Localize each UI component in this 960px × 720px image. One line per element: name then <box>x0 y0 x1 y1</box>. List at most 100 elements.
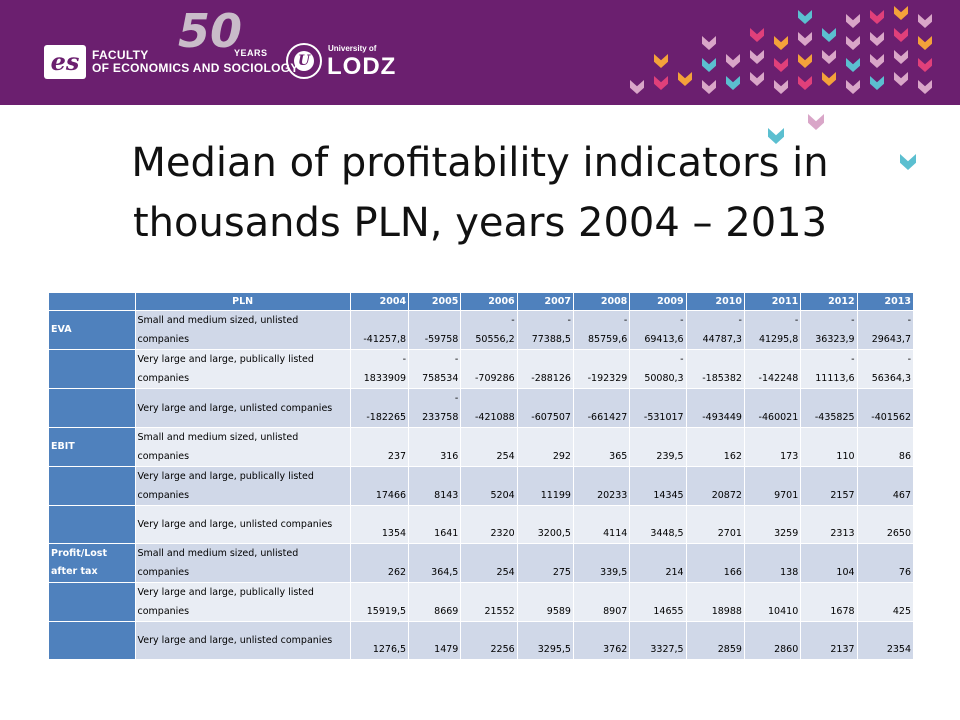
value-cell: 2860 <box>743 621 802 660</box>
value-cell: 9589 <box>516 582 574 622</box>
chevron-shape <box>870 32 884 46</box>
value-cell: 316 <box>408 427 462 467</box>
indicator-group-cell <box>48 466 136 506</box>
chevron-shape <box>894 50 908 64</box>
chevron-decoration-lower <box>768 114 916 170</box>
chevron-shape <box>846 36 860 50</box>
value-cell: 2256 <box>460 621 518 660</box>
chevron-shape <box>822 28 836 42</box>
company-category-cell: Small and medium sized, unlisted compani… <box>134 543 351 583</box>
header-cell: PLN <box>134 292 351 311</box>
value-cell: 2701 <box>685 505 745 544</box>
value-cell: 21552 <box>460 582 518 622</box>
value-cell: 2320 <box>460 505 518 544</box>
company-category-cell: Very large and large, unlisted companies <box>134 388 351 428</box>
value-cell: 5204 <box>460 466 518 506</box>
header-cell: 2006 <box>460 292 518 311</box>
header-cell: 2008 <box>572 292 631 311</box>
table-row: Very large and large, publically listed … <box>48 466 915 506</box>
value-cell: 1641 <box>408 505 462 544</box>
chevron-shape <box>846 80 860 94</box>
university-seal-mark: U <box>294 51 314 71</box>
chevron-shape <box>822 72 836 86</box>
chevron-shape <box>870 54 884 68</box>
chevron-shape <box>808 114 824 130</box>
chevron-shape <box>654 54 668 68</box>
table-row: Very large and large, unlisted companies… <box>48 505 915 544</box>
value-cell: 18988 <box>685 582 745 622</box>
value-cell: 1276,5 <box>349 621 410 660</box>
chevron-shape <box>798 76 812 90</box>
value-cell: 3259 <box>743 505 802 544</box>
value-cell: -192329 <box>572 349 631 389</box>
indicator-group-cell: Profit/Lost after tax <box>48 543 136 583</box>
value-cell: -709286 <box>460 349 518 389</box>
table-row: EBIT Small and medium sized, unlisted com… <box>48 427 915 467</box>
value-cell: - 36323,9 <box>800 310 858 350</box>
value-cell: 365 <box>572 427 631 467</box>
value-cell: 3448,5 <box>629 505 687 544</box>
slide-title-line2: thousands PLN, years 2004 – 2013 <box>132 200 828 246</box>
table-row: Profit/Lost after tax Small and medium si… <box>48 543 915 583</box>
value-cell: -435825 <box>800 388 858 428</box>
indicator-group-cell <box>48 621 136 660</box>
value-cell: -460021 <box>743 388 802 428</box>
profitability-table: PLN 2004 2005 2006 2007 2008 2009 2010 2011 2012 2… <box>48 292 915 660</box>
chevron-shape <box>894 6 908 20</box>
indicator-group-cell: EVA <box>48 310 136 350</box>
value-cell: 3762 <box>572 621 631 660</box>
value-cell: 11199 <box>516 466 574 506</box>
value-cell: 8907 <box>572 582 631 622</box>
value-cell: 254 <box>460 427 518 467</box>
value-cell: 8143 <box>408 466 462 506</box>
value-cell: - 758534 <box>408 349 462 389</box>
chevron-shape <box>726 54 740 68</box>
chevron-shape <box>900 154 916 170</box>
value-cell: 2859 <box>685 621 745 660</box>
chevron-shape <box>726 76 740 90</box>
value-cell: 339,5 <box>572 543 631 583</box>
value-cell: 104 <box>800 543 858 583</box>
header-cell: 2011 <box>743 292 802 311</box>
value-cell: 110 <box>800 427 858 467</box>
chevron-shape <box>822 50 836 64</box>
company-category-cell: Very large and large, publically listed … <box>134 349 351 389</box>
value-cell: -288126 <box>516 349 574 389</box>
value-cell: -421088 <box>460 388 518 428</box>
value-cell: 14655 <box>629 582 687 622</box>
table-row: Very large and large, publically listed … <box>48 349 915 389</box>
value-cell: 9701 <box>743 466 802 506</box>
university-name: LODZ <box>327 53 397 80</box>
chevron-shape <box>702 36 716 50</box>
chevron-shape <box>702 58 716 72</box>
value-cell: - 50080,3 <box>629 349 687 389</box>
value-cell: 214 <box>629 543 687 583</box>
chevron-shape <box>918 80 932 94</box>
value-cell: 2354 <box>856 621 915 660</box>
chevron-shape <box>918 36 932 50</box>
chevron-shape <box>918 58 932 72</box>
chevron-shape <box>774 80 788 94</box>
company-category-cell: Very large and large, publically listed … <box>134 466 351 506</box>
value-cell: 292 <box>516 427 574 467</box>
value-cell: - 85759,6 <box>572 310 631 350</box>
chevron-shape <box>702 80 716 94</box>
table-row: Very large and large, unlisted companies… <box>48 388 915 428</box>
value-cell: 275 <box>516 543 574 583</box>
value-cell: 364,5 <box>408 543 462 583</box>
value-cell: 20233 <box>572 466 631 506</box>
header-cell: 2009 <box>629 292 687 311</box>
indicator-group-cell <box>48 505 136 544</box>
chevron-shape <box>774 36 788 50</box>
value-cell: - 56364,3 <box>856 349 915 389</box>
chevron-shape <box>894 72 908 86</box>
chevron-shape <box>768 128 784 144</box>
company-category-cell: Very large and large, publically listed … <box>134 582 351 622</box>
value-cell: - 69413,6 <box>629 310 687 350</box>
value-cell: - 11113,6 <box>800 349 858 389</box>
value-cell: 3200,5 <box>516 505 574 544</box>
value-cell: -182265 <box>349 388 410 428</box>
value-cell: - 50556,2 <box>460 310 518 350</box>
table-header-row: PLN 2004 2005 2006 2007 2008 2009 2010 2011 2012 2… <box>48 292 915 311</box>
faculty-name-line1: FACULTY <box>92 48 149 62</box>
